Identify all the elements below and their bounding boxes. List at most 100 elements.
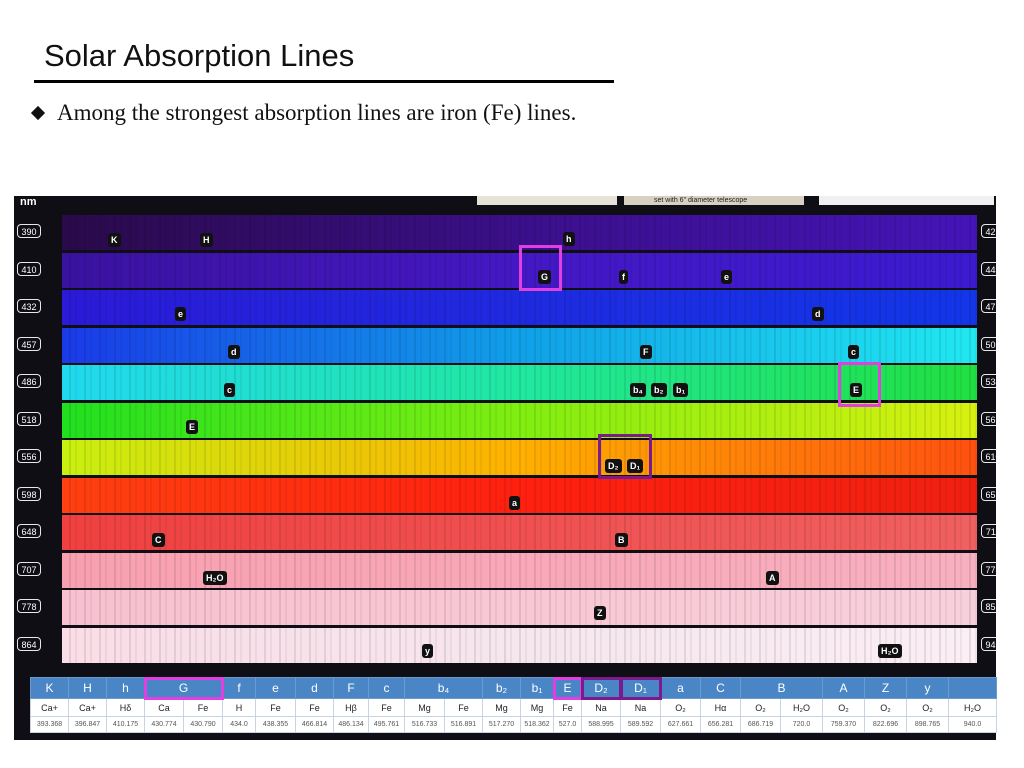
table-row-wavelengths: 393.368 396.847 410.175 430.774 430.790 …: [30, 716, 998, 733]
line-label-H2O: H₂O: [878, 644, 902, 658]
table-cell: Na: [581, 698, 622, 717]
table-cell: f: [222, 677, 256, 699]
spectrum-strip: [62, 215, 977, 250]
table-cell: H₂O: [780, 698, 824, 717]
table-cell: Ca: [144, 698, 184, 717]
table-cell: C: [700, 677, 742, 699]
table-cell: 822.696: [864, 716, 908, 733]
spectrum-strip: [62, 515, 977, 550]
wavelength-end-label: 610: [981, 449, 996, 463]
line-label-a: a: [509, 496, 521, 510]
line-label-E: E: [850, 383, 863, 397]
table-cell: 434.0: [222, 716, 256, 733]
highlight-box-G: [519, 245, 562, 291]
wavelength-start-label: 518: [17, 411, 41, 426]
table-cell: 527.0: [553, 716, 583, 733]
table-cell: 430.790: [183, 716, 223, 733]
line-label-Z: Z: [594, 606, 606, 620]
table-cell: E: [552, 676, 583, 700]
table-cell: 410.175: [106, 716, 145, 733]
table-cell: 656.281: [700, 716, 742, 733]
table-cell: H₂O: [948, 698, 998, 717]
table-cell: Fe: [443, 698, 484, 717]
wavelength-start-label: 432: [17, 299, 41, 313]
wavelength-end-label: 568: [981, 411, 996, 426]
table-cell: H: [222, 698, 256, 717]
header-image-strip: [477, 196, 617, 205]
table-cell: h: [106, 677, 145, 699]
wavelength-end-label: 711: [981, 524, 996, 538]
table-cell: D₁: [619, 676, 662, 700]
spectrum-strip: [62, 365, 977, 400]
table-cell: O₂: [660, 698, 702, 717]
highlight-box-E: [838, 362, 881, 407]
table-cell: e: [255, 677, 296, 699]
line-label-A: A: [766, 571, 779, 585]
wavelength-end-label: 657: [981, 486, 996, 501]
wavelength-end-label: 426: [981, 224, 996, 238]
header-scale-strip: [819, 196, 994, 205]
line-label-c: c: [224, 383, 236, 397]
table-cell: b₂: [482, 677, 522, 699]
table-cell: F: [333, 677, 369, 699]
table-cell: H: [68, 677, 107, 699]
highlight-box-D: [598, 434, 652, 479]
solar-spectrum-figure: set with 6" diameter telescope nm 390 426…: [14, 196, 996, 740]
table-cell: Hβ: [333, 698, 369, 717]
table-cell: 495.761: [368, 716, 405, 733]
unit-label: nm: [20, 196, 37, 208]
table-cell: Mg: [520, 698, 555, 717]
wavelength-start-label: 778: [17, 599, 41, 613]
wavelength-start-label: 648: [17, 524, 41, 538]
line-label-d: d: [228, 345, 240, 359]
wavelength-start-label: 707: [17, 561, 41, 576]
line-label-y: y: [422, 644, 434, 658]
line-label-G: G: [538, 270, 552, 284]
slide-title: Solar Absorption Lines: [44, 38, 355, 73]
line-label-H: H: [200, 233, 213, 247]
table-cell: b₄: [403, 677, 484, 699]
line-label-E: E: [186, 420, 199, 434]
line-label-b2: b₂: [651, 383, 667, 397]
line-label-F: F: [640, 345, 652, 359]
spectrum-strip: [62, 552, 977, 588]
wavelength-start-label: 556: [17, 449, 41, 463]
line-label-B: B: [615, 533, 628, 547]
table-cell: 720.0: [780, 716, 824, 733]
table-cell: Z: [864, 677, 908, 699]
wavelength-end-label: 534: [981, 374, 996, 388]
line-label-h: h: [563, 232, 575, 246]
wavelength-end-label: 949: [981, 636, 996, 651]
header-note: set with 6" diameter telescope: [624, 196, 804, 205]
wavelength-end-label: 502: [981, 336, 996, 351]
spectrum-strip: [62, 290, 977, 325]
table-cell: Hδ: [106, 698, 145, 717]
table-cell: B: [740, 677, 824, 699]
table-cell: 466.814: [295, 716, 334, 733]
wavelength-start-label: 457: [17, 336, 41, 351]
table-cell: [948, 677, 998, 699]
spectrum-strip: [62, 627, 977, 663]
table-cell: O₂: [864, 698, 908, 717]
table-cell: a: [660, 677, 702, 699]
table-cell: 940.0: [948, 716, 998, 733]
wavelength-end-label: 475: [981, 299, 996, 313]
table-cell: 759.370: [822, 716, 866, 733]
table-cell: d: [295, 677, 334, 699]
table-row-symbols: K H h G f e d F c b₄ b₂ b₁ E D₂ D₁ a C B…: [30, 676, 998, 700]
table-cell: G: [143, 676, 224, 700]
line-label-c: c: [848, 345, 860, 359]
table-cell: O₂: [822, 698, 866, 717]
table-cell: 430.774: [144, 716, 184, 733]
wavelength-start-label: 410: [17, 261, 41, 276]
line-label-d: d: [812, 307, 824, 321]
table-cell: 517.270: [482, 716, 522, 733]
table-cell: 686.719: [740, 716, 782, 733]
table-cell: O₂: [906, 698, 950, 717]
bullet-text: Among the strongest absorption lines are…: [57, 100, 577, 125]
table-cell: 486.134: [333, 716, 369, 733]
table-cell: Hα: [700, 698, 742, 717]
line-label-K: K: [108, 233, 121, 247]
line-label-b4: b₄: [630, 383, 646, 397]
table-cell: 588.995: [581, 716, 622, 733]
